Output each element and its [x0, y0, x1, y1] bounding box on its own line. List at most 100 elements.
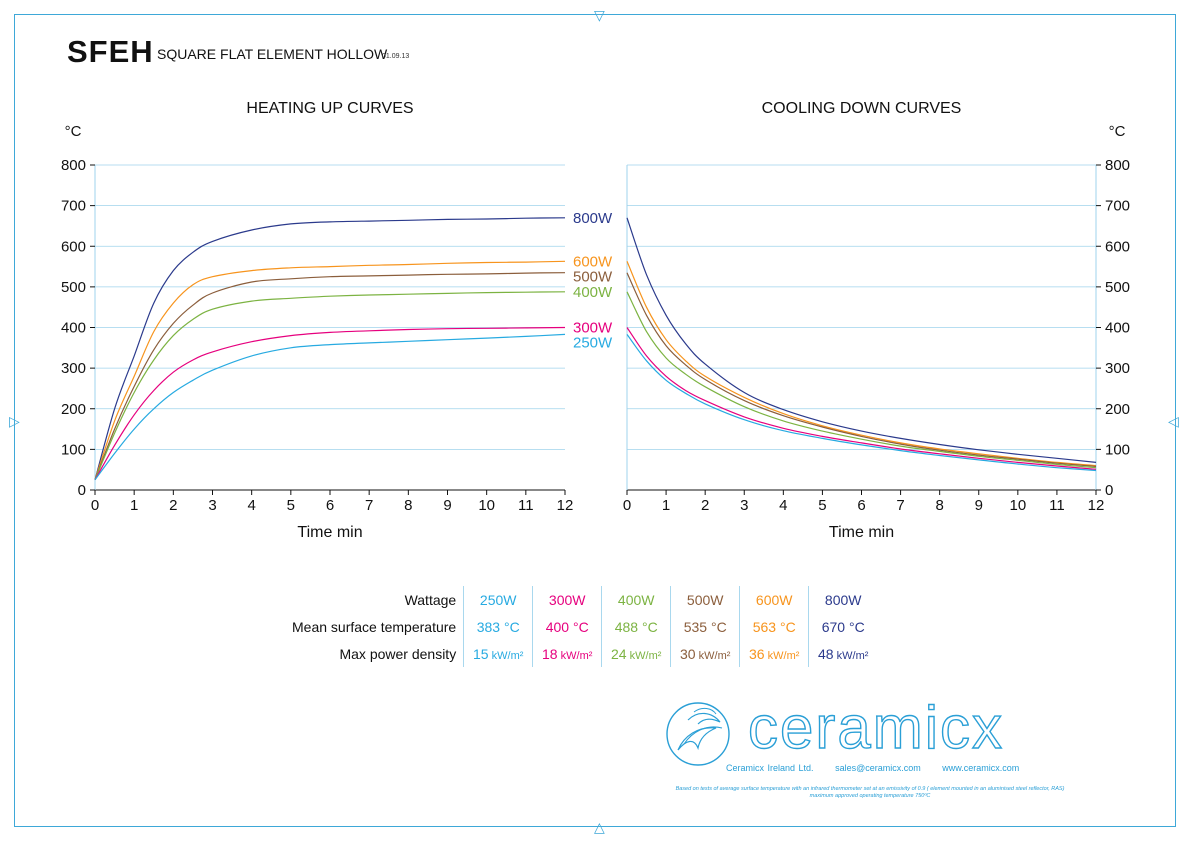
x-tick-label: 11	[518, 497, 534, 514]
wattage-value: 600W	[739, 586, 809, 613]
power-density-value: 30 kW/m²	[670, 640, 740, 667]
wattage-row: Wattage 250W 300W 400W 500W 600W 800W	[284, 586, 878, 613]
x-tick-label: 12	[557, 497, 574, 514]
y-tick-label: 100	[61, 441, 86, 458]
mean-temperature-value: 488 °C	[601, 613, 671, 640]
wattage-value: 300W	[532, 586, 602, 613]
y-tick-label: 800	[61, 157, 86, 174]
chart-title: COOLING DOWN CURVES	[762, 100, 962, 117]
mean-temperature-row: Mean surface temperature 383 °C 400 °C 488…	[284, 613, 878, 640]
series-label-500w: 500W	[573, 268, 613, 285]
power-density-value: 24 kW/m²	[601, 640, 671, 667]
series-line-250w	[626, 334, 1097, 472]
email-link[interactable]: sales@ceramicx.com	[835, 763, 921, 773]
x-tick-label: 12	[1088, 497, 1105, 514]
y-tick-label: 300	[61, 360, 86, 377]
series-line-300w	[626, 327, 1097, 470]
page-border	[14, 14, 1176, 827]
y-axis-label: °C	[65, 123, 82, 140]
y-tick-label: 500	[61, 279, 86, 296]
power-density-row: Max power density 15 kW/m² 18 kW/m² 24 kW/…	[284, 640, 878, 667]
x-tick-label: 2	[701, 497, 709, 514]
power-density-value: 15 kW/m²	[463, 640, 533, 667]
test-note: Based on tests of average surface temper…	[600, 786, 1140, 800]
power-density-number: 18	[542, 645, 558, 662]
series-line-800w	[626, 217, 1097, 463]
product-code: SFEH	[67, 34, 154, 69]
y-tick-label: 0	[78, 482, 86, 499]
product-name: SQUARE FLAT ELEMENT HOLLOW	[157, 46, 388, 62]
y-tick-label: 100	[1105, 441, 1130, 458]
power-density-unit: kW/m²	[488, 649, 524, 662]
power-density-unit: kW/m²	[626, 649, 662, 662]
series-line-800w	[94, 217, 566, 480]
y-tick-label: 0	[1105, 482, 1113, 499]
right-center-marker-icon: ◁	[1168, 413, 1179, 429]
x-tick-label: 9	[443, 497, 451, 514]
power-density-label: Max power density	[339, 645, 457, 662]
series-label-400w: 400W	[573, 284, 613, 301]
power-density-value: 18 kW/m²	[532, 640, 602, 667]
y-tick-label: 600	[1105, 238, 1130, 255]
power-density-number: 24	[611, 645, 627, 662]
x-tick-label: 0	[91, 497, 99, 514]
y-tick-label: 700	[61, 198, 86, 215]
x-tick-label: 1	[662, 497, 670, 514]
x-tick-label: 10	[1009, 497, 1026, 514]
x-tick-label: 11	[1049, 497, 1065, 514]
power-density-unit: kW/m²	[695, 649, 731, 662]
y-tick-label: 300	[1105, 360, 1130, 377]
power-density-number: 36	[749, 645, 765, 662]
brand-wordmark: ceramicx	[747, 694, 1005, 761]
series-line-600w	[94, 260, 566, 480]
power-density-unit: kW/m²	[557, 649, 593, 662]
series-label-250w: 250W	[573, 335, 613, 352]
y-tick-label: 200	[1105, 401, 1130, 418]
left-center-marker-icon: ▷	[9, 413, 20, 429]
x-tick-label: 0	[623, 497, 631, 514]
chart-title: HEATING UP CURVES	[246, 100, 413, 117]
bottom-center-marker-icon: △	[594, 819, 605, 835]
power-density-unit: kW/m²	[764, 649, 800, 662]
company-name: Ceramicx Ireland Ltd.	[726, 763, 814, 773]
website-link[interactable]: www.ceramicx.com	[942, 763, 1020, 773]
y-tick-label: 400	[1105, 320, 1130, 337]
power-density-unit: kW/m²	[833, 649, 869, 662]
x-tick-label: 6	[326, 497, 334, 514]
x-tick-label: 8	[404, 497, 412, 514]
wattage-label: Wattage	[404, 591, 457, 608]
top-center-marker-icon: ▽	[594, 7, 605, 23]
mean-temperature-value: 400 °C	[532, 613, 602, 640]
x-tick-label: 4	[247, 497, 255, 514]
y-tick-label: 600	[61, 238, 86, 255]
series-label-600w: 600W	[573, 253, 613, 270]
power-density-number: 48	[818, 645, 834, 662]
test-note-line-2: maximum approved operating temperature 7…	[809, 793, 931, 799]
x-tick-label: 3	[208, 497, 216, 514]
spec-table: Wattage 250W 300W 400W 500W 600W 800W Mean su…	[284, 586, 878, 667]
y-axis-label: °C	[1109, 123, 1126, 140]
power-density-value: 48 kW/m²	[808, 640, 878, 667]
power-density-value: 36 kW/m²	[739, 640, 809, 667]
x-tick-label: 7	[896, 497, 904, 514]
y-tick-label: 500	[1105, 279, 1130, 296]
x-tick-label: 5	[287, 497, 295, 514]
x-tick-label: 9	[975, 497, 983, 514]
wattage-value: 500W	[670, 586, 740, 613]
series-line-300w	[94, 326, 566, 481]
y-tick-label: 700	[1105, 198, 1130, 215]
wattage-value: 250W	[463, 586, 533, 613]
series-line-250w	[94, 333, 566, 481]
contact-line: Ceramicx Ireland Ltd. sales@ceramicx.com…	[726, 763, 1037, 773]
test-note-line-1: Based on tests of average surface temper…	[675, 786, 1065, 792]
mean-temperature-value: 670 °C	[808, 613, 878, 640]
y-tick-label: 400	[61, 320, 86, 337]
document-date: 01.09.13	[382, 53, 410, 60]
x-tick-label: 10	[478, 497, 495, 514]
x-tick-label: 4	[779, 497, 787, 514]
x-tick-label: 7	[365, 497, 373, 514]
power-density-number: 30	[680, 645, 696, 662]
series-line-400w	[626, 291, 1097, 469]
